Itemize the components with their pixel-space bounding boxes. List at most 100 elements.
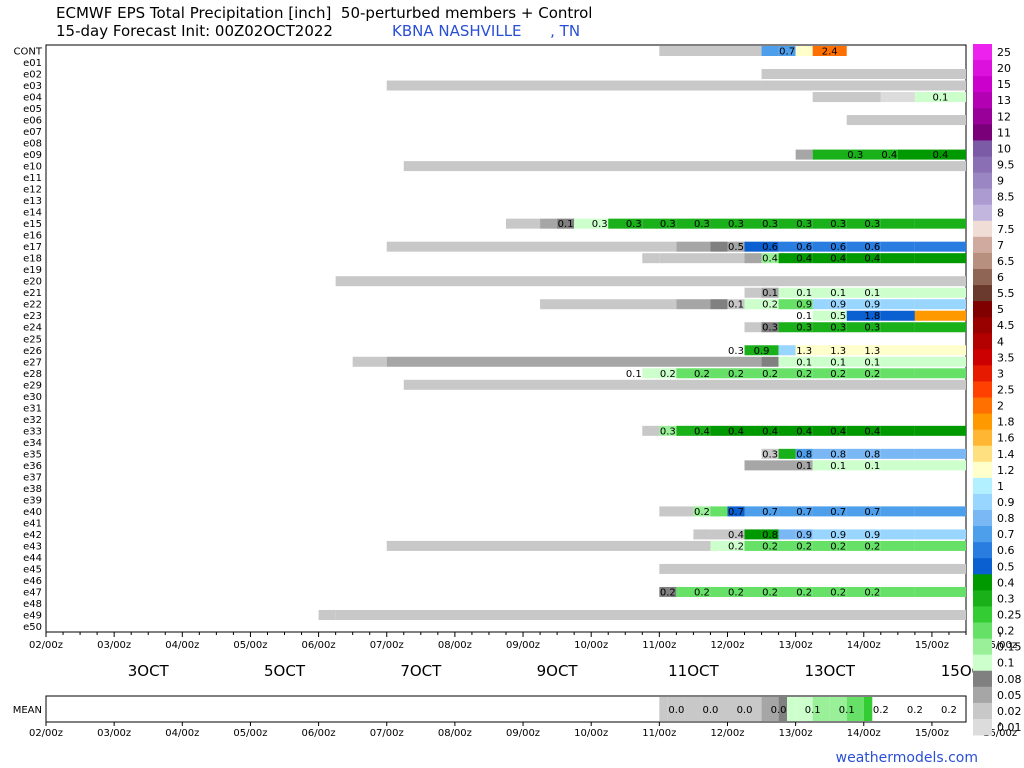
mean-cell: [829, 697, 847, 721]
colorbar-label: 8: [997, 207, 1004, 220]
colorbar-label: 1.2: [997, 464, 1015, 477]
member-cell: [710, 506, 728, 517]
member-cell: [676, 586, 711, 597]
colorbar-label: 7.5: [997, 223, 1015, 236]
mean-cell: [761, 697, 779, 721]
member-cell: [846, 345, 881, 356]
value-label: 0.2: [762, 541, 778, 552]
member-cell: [744, 540, 779, 551]
member-cell: [778, 299, 813, 310]
colorbar-swatch: [973, 365, 992, 382]
member-cell: [846, 529, 881, 540]
value-label: 0.9: [830, 300, 846, 311]
colorbar-label: 0.8: [997, 512, 1015, 525]
colorbar-swatch: [973, 140, 992, 157]
credit-link[interactable]: weathermodels.com: [835, 750, 978, 766]
mean-value-label: 0.0: [668, 705, 684, 716]
colorbar-swatch: [973, 445, 992, 463]
member-label: e12: [23, 185, 42, 196]
member-label: CONT: [14, 47, 43, 58]
member-cell: [846, 586, 881, 597]
member-cell: [403, 379, 966, 390]
mean-cell: [744, 697, 762, 721]
value-label: 0.1: [932, 93, 948, 104]
station-name: KBNA NASHVILLE , TN: [392, 22, 581, 40]
mean-label: MEAN: [13, 705, 42, 716]
member-cell: [914, 460, 966, 471]
member-cell: [335, 609, 966, 620]
value-label: 0.7: [864, 507, 880, 518]
member-cell: [846, 310, 881, 321]
value-label: 0.6: [830, 242, 846, 253]
colorbar-label: 0.01: [997, 721, 1022, 734]
member-label: e13: [23, 196, 42, 207]
member-label: e29: [23, 380, 42, 391]
colorbar-label: 13: [997, 94, 1011, 107]
member-cell: [710, 540, 745, 551]
colorbar-swatch: [973, 92, 992, 109]
member-cell: [727, 506, 745, 517]
member-cell: [897, 149, 932, 160]
mean-x-tick-label: 13/00z: [779, 728, 813, 739]
member-label: e41: [23, 518, 42, 529]
value-label: 0.4: [881, 150, 897, 161]
value-label: 0.4: [762, 426, 778, 437]
member-cell: [744, 368, 779, 379]
mean-value-label: 0.0: [702, 705, 718, 716]
member-cell: [846, 253, 881, 264]
member-label: e42: [23, 530, 42, 541]
member-label: e09: [23, 150, 42, 161]
colorbar-swatch: [973, 606, 992, 624]
member-cell: [812, 529, 847, 540]
member-cell: [812, 368, 847, 379]
member-cell: [727, 241, 745, 252]
member-label: e31: [23, 403, 42, 414]
member-cell: [812, 540, 847, 551]
member-label: e08: [23, 139, 42, 150]
member-cell: [880, 310, 915, 321]
colorbar-label: 11: [997, 126, 1011, 139]
colorbar-swatch: [973, 60, 992, 77]
member-cell: [880, 287, 915, 298]
value-label: 0.7: [796, 507, 812, 518]
member-cell: [778, 322, 813, 333]
value-label: 0.9: [796, 530, 812, 541]
member-label: e07: [23, 127, 42, 138]
value-label: 0.4: [864, 254, 880, 265]
member-cell: [778, 425, 813, 436]
value-label: 0.3: [847, 150, 863, 161]
value-label: 0.1: [558, 219, 574, 230]
member-cell: [710, 218, 745, 229]
member-cell: [880, 345, 915, 356]
mean-x-tick-label: 02/00z: [29, 728, 63, 739]
value-label: 0.8: [864, 449, 880, 460]
x-tick-label: 12/00z: [710, 640, 744, 651]
mean-cell: [710, 697, 728, 721]
mean-x-tick-label: 07/00z: [370, 728, 404, 739]
member-cell: [642, 368, 677, 379]
value-label: 0.1: [830, 288, 846, 299]
member-cell: [880, 92, 915, 103]
member-label: e05: [23, 104, 42, 115]
member-cell: [812, 218, 847, 229]
x-tick-label: 10/00z: [574, 640, 608, 651]
value-label: 0.1: [864, 288, 880, 299]
colorbar-label: 9: [997, 175, 1004, 188]
member-cell: [914, 253, 966, 264]
member-cell: [880, 460, 915, 471]
member-cell: [880, 356, 915, 367]
member-label: e06: [23, 116, 42, 127]
x-tick-label: 04/00z: [165, 640, 199, 651]
member-label: e47: [23, 587, 42, 598]
member-cell: [744, 460, 813, 471]
mean-cell: [787, 697, 796, 721]
value-label: 0.2: [830, 541, 846, 552]
member-cell: [914, 368, 966, 379]
member-cell: [846, 448, 881, 459]
member-cell: [812, 287, 847, 298]
member-label: e19: [23, 265, 42, 276]
value-label: 0.4: [932, 150, 948, 161]
member-cell: [761, 356, 779, 367]
colorbar-label: 3: [997, 367, 1004, 380]
member-cell: [880, 322, 915, 333]
